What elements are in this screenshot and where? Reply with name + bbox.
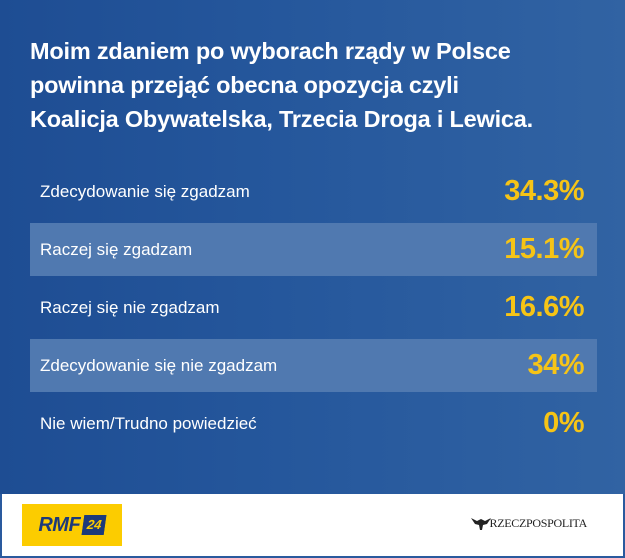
answer-label: Raczej się zgadzam (40, 239, 193, 259)
title-line: Koalicja Obywatelska, Trzecia Droga i Le… (30, 106, 533, 132)
answer-percentage: 0% (543, 407, 584, 439)
rzeczpospolita-logo-text: RZECZPOSPOLITA (489, 516, 587, 530)
answer-percentage: 15.1% (504, 233, 584, 265)
title-line: powinna przejąć obecna opozycja czyli (30, 72, 459, 98)
rmf24-logo: RMF 24 (22, 504, 122, 546)
footer-logos: RMF 24 RZECZPOSPOLITA (2, 494, 623, 556)
result-row: Nie wiem/Trudno powiedzieć 0% (30, 397, 597, 450)
poll-question-title: Moim zdaniem po wyborach rządy w Polsce … (30, 34, 610, 136)
results-table: Zdecydowanie się zgadzam 34.3% Raczej si… (30, 165, 597, 455)
rmf-logo-text: RMF (38, 513, 81, 536)
answer-label: Nie wiem/Trudno powiedzieć (40, 413, 257, 433)
result-row: Zdecydowanie się zgadzam 34.3% (30, 165, 597, 218)
result-row: Raczej się zgadzam 15.1% (30, 223, 597, 276)
answer-percentage: 34% (527, 349, 584, 381)
title-line: Moim zdaniem po wyborach rządy w Polsce (30, 38, 511, 64)
rmf-logo-number: 24 (81, 515, 108, 535)
eagle-icon (471, 517, 492, 530)
answer-percentage: 16.6% (504, 291, 584, 323)
answer-label: Zdecydowanie się zgadzam (40, 181, 250, 201)
result-row: Raczej się nie zgadzam 16.6% (30, 281, 597, 334)
answer-label: Zdecydowanie się nie zgadzam (40, 355, 278, 375)
result-row: Zdecydowanie się nie zgadzam 34% (30, 339, 597, 392)
answer-label: Raczej się nie zgadzam (40, 297, 220, 317)
rzeczpospolita-logo: RZECZPOSPOLITA (471, 516, 587, 531)
answer-percentage: 34.3% (504, 175, 584, 207)
